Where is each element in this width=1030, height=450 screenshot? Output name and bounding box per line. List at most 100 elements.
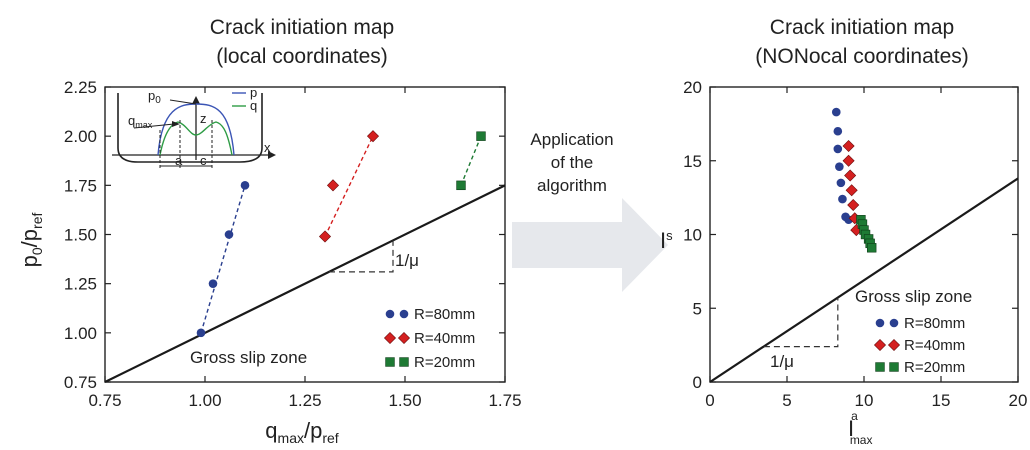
x-tick-label: 20 bbox=[1009, 391, 1028, 410]
y-tick-label: 15 bbox=[683, 152, 702, 171]
inset-legend-p-label: p bbox=[250, 85, 257, 100]
inset-qmax-label: qmax bbox=[128, 113, 153, 130]
data-point bbox=[847, 198, 860, 212]
inset-qmax-arrowhead bbox=[172, 121, 180, 127]
data-point bbox=[835, 162, 844, 171]
chart-title: Crack initiation map bbox=[210, 16, 394, 39]
y-axis-label: p0/pref bbox=[17, 213, 45, 268]
series-R=80mm bbox=[196, 181, 250, 338]
x-tick-label: 1.75 bbox=[488, 391, 521, 410]
chart-title: Crack initiation map bbox=[770, 16, 954, 39]
series-trend-line bbox=[200, 185, 246, 334]
arrow-label-line-3: algorithm bbox=[537, 176, 607, 195]
x-tick-label: 0 bbox=[705, 391, 714, 410]
y-tick-label: 1.75 bbox=[64, 176, 97, 195]
legend-marker bbox=[385, 357, 395, 367]
data-point bbox=[208, 279, 218, 288]
plot-area: 0.75 1.00 1.25 1.50 1.75 0.75 1.00 1.25 1.50 1.75… bbox=[64, 78, 522, 410]
x-tick-label: 5 bbox=[782, 391, 791, 410]
data-point bbox=[456, 180, 466, 191]
inset-cylinder-outline bbox=[117, 93, 263, 163]
slope-label: 1/μ bbox=[770, 352, 794, 371]
chart-subtitle: (local coordinates) bbox=[216, 45, 388, 68]
legend-marker bbox=[399, 309, 409, 319]
legend-label: R=40mm bbox=[414, 330, 475, 347]
data-point bbox=[326, 179, 340, 192]
arrow-label-line-1: Application bbox=[530, 130, 613, 149]
y-tick-label: 0.75 bbox=[64, 373, 97, 392]
x-axis-label: Ia max bbox=[848, 409, 872, 447]
legend-marker bbox=[875, 318, 885, 328]
x-tick-label: 1.25 bbox=[288, 391, 321, 410]
y-tick-label: 1.25 bbox=[64, 275, 97, 294]
legend: R=80mm R=40mm R=20mm bbox=[383, 306, 475, 371]
series-R=40mm bbox=[318, 130, 380, 243]
inset-p0-label: p0 bbox=[148, 88, 161, 106]
series-trend-line bbox=[324, 135, 374, 237]
series-R=20mm bbox=[856, 215, 877, 253]
slope-triangle bbox=[763, 297, 839, 348]
legend: R=80mm R=40mm R=20mm bbox=[873, 315, 965, 376]
arrow-label-line-2: of the bbox=[551, 153, 594, 172]
data-point bbox=[844, 169, 857, 182]
inset-x-arrowhead bbox=[268, 151, 276, 159]
plot-area: 0 5 10 15 20 0 5 10 15 20 bbox=[683, 78, 1027, 410]
data-point bbox=[838, 194, 847, 204]
data-point bbox=[366, 130, 380, 143]
legend-marker bbox=[889, 362, 899, 372]
inset-z-arrowhead bbox=[192, 96, 200, 104]
legend-marker bbox=[887, 338, 901, 352]
inset-qmax-arrow bbox=[133, 123, 175, 129]
data-point bbox=[845, 184, 858, 197]
x-tick-label: 15 bbox=[932, 391, 951, 410]
gross-slip-boundary-line bbox=[104, 184, 506, 383]
data-point bbox=[842, 139, 855, 153]
legend-marker bbox=[399, 357, 409, 367]
inset-q-curve bbox=[159, 121, 233, 156]
data-point bbox=[833, 144, 843, 154]
y-tick-label: 5 bbox=[693, 299, 702, 318]
data-point bbox=[224, 230, 234, 239]
legend-label: R=20mm bbox=[904, 359, 965, 376]
inset-legend-q-label: q bbox=[250, 98, 257, 113]
x-axis-label: qmax/pref bbox=[265, 418, 339, 446]
y-tick-label: 2.00 bbox=[64, 127, 97, 146]
y-tick-label: 1.00 bbox=[64, 324, 97, 343]
inset-c-label: c bbox=[200, 153, 207, 168]
y-tick-label: 20 bbox=[683, 78, 702, 97]
y-axis-label: Is bbox=[660, 228, 673, 253]
contact-pressure-inset: p0 qmax z x a c p q bbox=[112, 85, 276, 168]
x-tick-label: 0.75 bbox=[88, 391, 121, 410]
inset-p0-leader bbox=[169, 99, 197, 105]
data-point bbox=[836, 178, 846, 188]
x-tick-label: 1.00 bbox=[188, 391, 221, 410]
inset-z-label: z bbox=[200, 111, 207, 126]
y-tick-label: 1.50 bbox=[64, 226, 97, 245]
data-point bbox=[831, 107, 841, 117]
chart-nonlocal-coordinates: Crack initiation map (NONocal coordinate… bbox=[660, 16, 1027, 447]
x-tick-label: 10 bbox=[855, 391, 874, 410]
legend-label: R=20mm bbox=[414, 354, 475, 371]
y-tick-label: 0 bbox=[693, 373, 702, 392]
data-point bbox=[196, 328, 206, 338]
series-trend-line bbox=[460, 135, 482, 186]
data-point bbox=[842, 154, 855, 167]
legend-label: R=80mm bbox=[904, 315, 965, 332]
series-R=80mm bbox=[831, 107, 853, 225]
data-point bbox=[866, 243, 877, 253]
gross-slip-boundary-line bbox=[709, 177, 1019, 383]
data-point bbox=[240, 181, 250, 190]
slope-triangle bbox=[329, 240, 394, 273]
legend-label: R=80mm bbox=[414, 306, 475, 323]
chart-subtitle: (NONocal coordinates) bbox=[755, 45, 969, 68]
legend-label: R=40mm bbox=[904, 337, 965, 354]
legend-marker bbox=[875, 362, 885, 372]
inset-a-label: a bbox=[175, 153, 183, 168]
data-point bbox=[833, 126, 843, 136]
legend-marker bbox=[385, 309, 395, 319]
chart-local-coordinates: Crack initiation map (local coordinates)… bbox=[17, 16, 522, 446]
legend-marker bbox=[889, 318, 899, 328]
gross-slip-zone-label: Gross slip zone bbox=[855, 287, 972, 306]
slope-label: 1/μ bbox=[395, 251, 419, 270]
